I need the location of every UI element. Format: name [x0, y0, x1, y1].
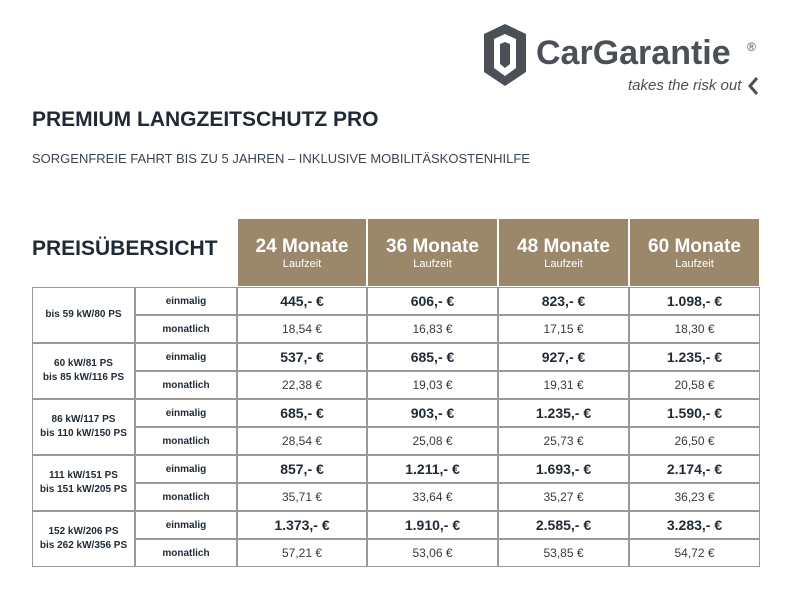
row-type: monatlich [135, 315, 237, 343]
price: 1.235,- € [498, 399, 629, 427]
price: 1.098,- € [629, 287, 760, 315]
price: 36,23 € [629, 483, 760, 511]
price: 537,- € [237, 343, 367, 371]
group-label-line: bis 110 kW/150 PS [40, 428, 127, 439]
price: 445,- € [237, 287, 367, 315]
price: 25,73 € [498, 427, 629, 455]
price: 857,- € [237, 455, 367, 483]
row-type: einmalig [135, 455, 237, 483]
price: 606,- € [367, 287, 498, 315]
price: 18,30 € [629, 315, 760, 343]
logo-tagline: takes the risk out [628, 77, 742, 94]
price: 53,06 € [367, 539, 498, 567]
row-type: einmalig [135, 399, 237, 427]
price: 19,31 € [498, 371, 629, 399]
logo-registered: ® [747, 40, 756, 54]
group-label-line: bis 85 kW/116 PS [42, 372, 125, 383]
price: 1.590,- € [629, 399, 760, 427]
table-heading: PREISÜBERSICHT [32, 237, 218, 260]
row-type: einmalig [135, 287, 237, 315]
column-header: 48 Monate Laufzeit [498, 218, 629, 287]
column-title: 24 Monate [255, 235, 349, 257]
price: 2.174,- € [629, 455, 760, 483]
price: 1.373,- € [237, 511, 367, 539]
price: 35,71 € [237, 483, 367, 511]
group-label-line: bis 151 kW/205 PS [39, 484, 128, 495]
row-type: einmalig [135, 511, 237, 539]
price: 2.585,- € [498, 511, 629, 539]
row-type: monatlich [135, 371, 237, 399]
price: 33,64 € [367, 483, 498, 511]
group-label-line: 60 kW/81 PS [54, 357, 113, 369]
group-label: 111 kW/151 PS bis 151 kW/205 PS [32, 455, 135, 511]
price: 1.211,- € [367, 455, 498, 483]
column-sub: Laufzeit [544, 257, 583, 270]
price: 57,21 € [237, 539, 367, 567]
price: 26,50 € [629, 427, 760, 455]
price: 927,- € [498, 343, 629, 371]
price: 3.283,- € [629, 511, 760, 539]
column-title: 48 Monate [517, 235, 610, 257]
logo-icon [484, 24, 526, 86]
column-header: 60 Monate Laufzeit [629, 218, 760, 287]
logo-brand: CarGarantie [536, 34, 731, 72]
price: 20,58 € [629, 371, 760, 399]
column-sub: Laufzeit [675, 257, 714, 270]
group-label-line: 111 kW/151 PS [49, 469, 118, 481]
group-label: 152 kW/206 PS bis 262 kW/356 PS [32, 511, 135, 567]
price: 28,54 € [237, 427, 367, 455]
column-header: 24 Monate Laufzeit [237, 218, 367, 287]
subtitle: SORGENFREIE FAHRT BIS ZU 5 JAHREN – INKL… [32, 151, 530, 166]
row-type: monatlich [135, 539, 237, 567]
price: 35,27 € [498, 483, 629, 511]
price: 1.693,- € [498, 455, 629, 483]
group-label-line: bis 59 kW/80 PS [45, 308, 122, 320]
group-label-line: 152 kW/206 PS [48, 525, 119, 537]
title: PREMIUM LANGZEITSCHUTZ PRO [32, 108, 379, 131]
price: 17,15 € [498, 315, 629, 343]
group-label: 60 kW/81 PS bis 85 kW/116 PS [32, 343, 135, 399]
price: 903,- € [367, 399, 498, 427]
price: 685,- € [367, 343, 498, 371]
price: 19,03 € [367, 371, 498, 399]
row-type: monatlich [135, 427, 237, 455]
price: 25,08 € [367, 427, 498, 455]
column-title: 36 Monate [386, 235, 479, 257]
row-type: monatlich [135, 483, 237, 511]
column-title: 60 Monate [648, 235, 741, 257]
column-sub: Laufzeit [413, 257, 452, 270]
row-type: einmalig [135, 343, 237, 371]
group-label-line: 86 kW/117 PS [51, 413, 116, 425]
price: 18,54 € [237, 315, 367, 343]
price: 22,38 € [237, 371, 367, 399]
column-sub: Laufzeit [282, 257, 322, 270]
price: 16,83 € [367, 315, 498, 343]
group-label: 86 kW/117 PS bis 110 kW/150 PS [32, 399, 135, 455]
price: 53,85 € [498, 539, 629, 567]
price: 1.910,- € [367, 511, 498, 539]
logo-chevron [748, 77, 759, 95]
price: 823,- € [498, 287, 629, 315]
price: 54,72 € [629, 539, 760, 567]
group-label-line: bis 262 kW/356 PS [39, 540, 128, 551]
group-label: bis 59 kW/80 PS [32, 287, 135, 343]
price: 1.235,- € [629, 343, 760, 371]
price: 685,- € [237, 399, 367, 427]
column-header: 36 Monate Laufzeit [367, 218, 498, 287]
